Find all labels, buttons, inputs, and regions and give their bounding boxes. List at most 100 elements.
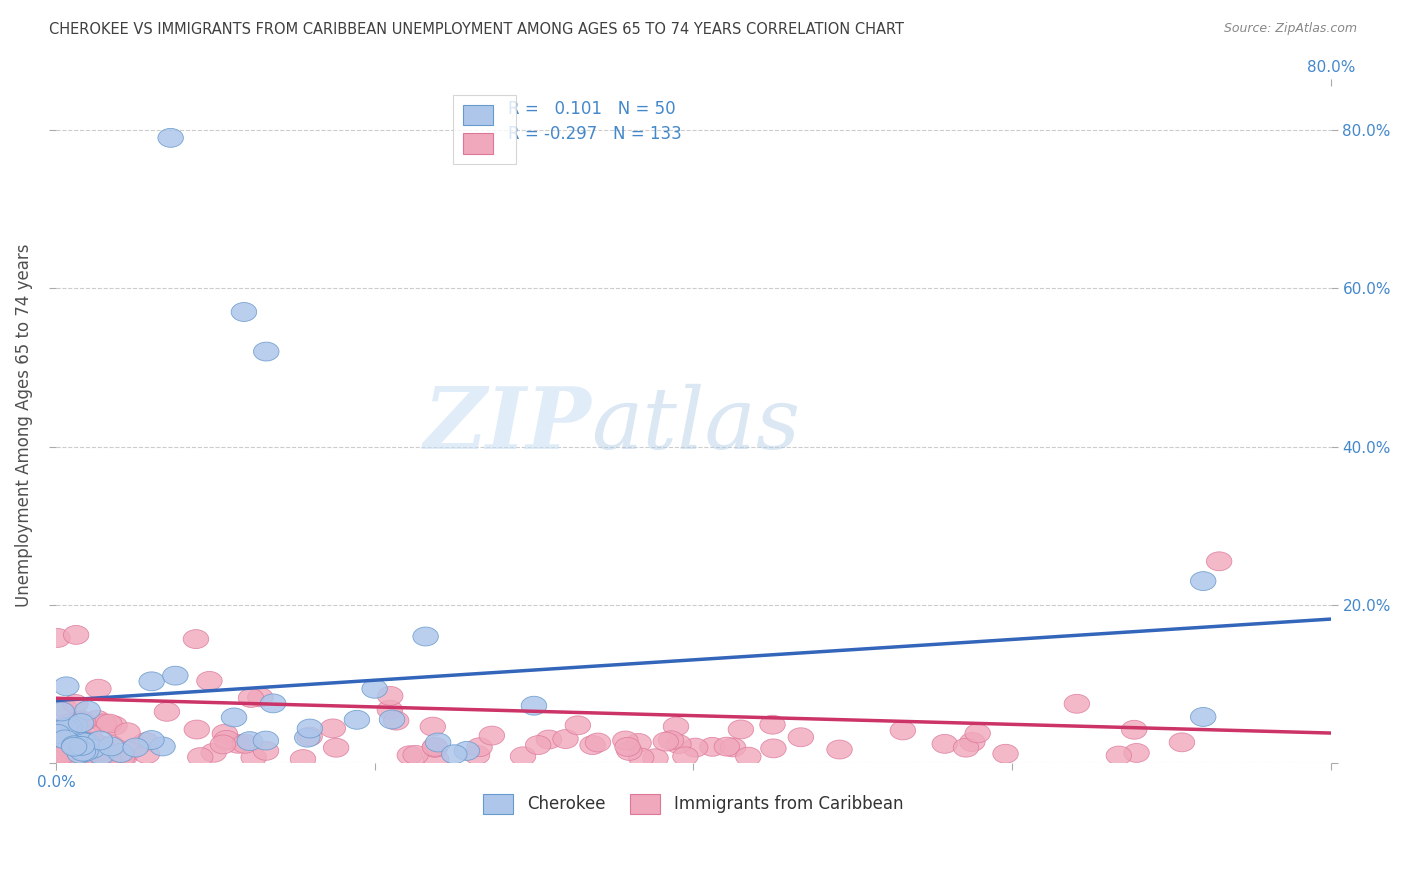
Ellipse shape	[253, 343, 278, 361]
Ellipse shape	[73, 742, 98, 762]
Ellipse shape	[70, 733, 96, 752]
Ellipse shape	[720, 738, 745, 756]
Ellipse shape	[150, 737, 176, 756]
Ellipse shape	[56, 728, 82, 747]
Ellipse shape	[97, 714, 122, 733]
Ellipse shape	[112, 747, 138, 766]
Ellipse shape	[953, 739, 979, 757]
Ellipse shape	[83, 742, 110, 761]
Ellipse shape	[585, 733, 610, 752]
Ellipse shape	[522, 697, 547, 715]
Ellipse shape	[467, 738, 492, 756]
Ellipse shape	[98, 736, 124, 755]
Ellipse shape	[45, 744, 70, 763]
Ellipse shape	[62, 738, 87, 756]
Ellipse shape	[413, 627, 439, 646]
Ellipse shape	[201, 743, 226, 762]
Ellipse shape	[628, 748, 654, 767]
Ellipse shape	[613, 731, 638, 750]
Ellipse shape	[728, 720, 754, 739]
Ellipse shape	[62, 716, 87, 735]
Ellipse shape	[62, 736, 87, 755]
Ellipse shape	[60, 726, 86, 745]
Ellipse shape	[789, 728, 814, 747]
Ellipse shape	[49, 722, 76, 740]
Ellipse shape	[115, 723, 141, 741]
Ellipse shape	[72, 738, 97, 756]
Ellipse shape	[69, 711, 94, 730]
Ellipse shape	[579, 736, 606, 755]
Ellipse shape	[240, 748, 266, 767]
Ellipse shape	[101, 716, 128, 735]
Ellipse shape	[426, 733, 451, 752]
Ellipse shape	[231, 302, 257, 321]
Ellipse shape	[56, 717, 82, 737]
Ellipse shape	[70, 742, 96, 761]
Ellipse shape	[53, 718, 79, 738]
Ellipse shape	[52, 698, 77, 717]
Ellipse shape	[56, 737, 82, 756]
Ellipse shape	[184, 720, 209, 739]
Ellipse shape	[77, 748, 103, 767]
Ellipse shape	[396, 746, 423, 764]
Ellipse shape	[1107, 746, 1132, 765]
Ellipse shape	[94, 748, 120, 767]
Ellipse shape	[46, 728, 72, 747]
Ellipse shape	[932, 734, 957, 753]
Ellipse shape	[66, 741, 91, 760]
Ellipse shape	[84, 710, 110, 729]
Text: CHEROKEE VS IMMIGRANTS FROM CARIBBEAN UNEMPLOYMENT AMONG AGES 65 TO 74 YEARS COR: CHEROKEE VS IMMIGRANTS FROM CARIBBEAN UN…	[49, 22, 904, 37]
Ellipse shape	[420, 717, 446, 736]
Ellipse shape	[187, 747, 212, 766]
Text: R = -0.297   N = 133: R = -0.297 N = 133	[509, 125, 682, 143]
Ellipse shape	[96, 747, 121, 765]
Ellipse shape	[69, 714, 94, 732]
Ellipse shape	[86, 740, 112, 759]
Ellipse shape	[1170, 733, 1195, 752]
Y-axis label: Unemployment Among Ages 65 to 74 years: Unemployment Among Ages 65 to 74 years	[15, 243, 32, 607]
Ellipse shape	[197, 672, 222, 690]
Ellipse shape	[665, 735, 692, 754]
Ellipse shape	[66, 731, 91, 750]
Ellipse shape	[49, 702, 75, 721]
Ellipse shape	[652, 732, 679, 751]
Ellipse shape	[759, 715, 786, 734]
Ellipse shape	[323, 739, 349, 757]
Ellipse shape	[959, 732, 986, 751]
Ellipse shape	[232, 734, 257, 753]
Ellipse shape	[238, 731, 263, 750]
Ellipse shape	[80, 739, 105, 758]
Ellipse shape	[423, 749, 449, 769]
Ellipse shape	[1191, 707, 1216, 726]
Ellipse shape	[48, 740, 73, 759]
Ellipse shape	[84, 734, 110, 753]
Ellipse shape	[441, 745, 467, 764]
Ellipse shape	[110, 748, 135, 767]
Ellipse shape	[45, 748, 70, 767]
Ellipse shape	[75, 701, 100, 720]
Ellipse shape	[155, 702, 180, 722]
Ellipse shape	[52, 736, 77, 755]
Ellipse shape	[134, 745, 160, 764]
Ellipse shape	[735, 747, 761, 766]
Ellipse shape	[163, 666, 188, 685]
Ellipse shape	[49, 746, 75, 764]
Ellipse shape	[55, 731, 80, 750]
Ellipse shape	[183, 630, 208, 648]
Ellipse shape	[664, 717, 689, 736]
Ellipse shape	[63, 625, 89, 644]
Ellipse shape	[86, 680, 111, 698]
Ellipse shape	[464, 746, 489, 764]
Ellipse shape	[260, 694, 285, 713]
Ellipse shape	[643, 748, 668, 768]
Ellipse shape	[67, 745, 93, 764]
Ellipse shape	[91, 739, 117, 759]
Ellipse shape	[96, 749, 121, 768]
Ellipse shape	[89, 746, 114, 764]
Ellipse shape	[221, 708, 247, 727]
Ellipse shape	[714, 737, 740, 756]
Ellipse shape	[614, 738, 640, 756]
Ellipse shape	[91, 746, 117, 764]
Ellipse shape	[46, 722, 72, 740]
Ellipse shape	[321, 719, 346, 738]
